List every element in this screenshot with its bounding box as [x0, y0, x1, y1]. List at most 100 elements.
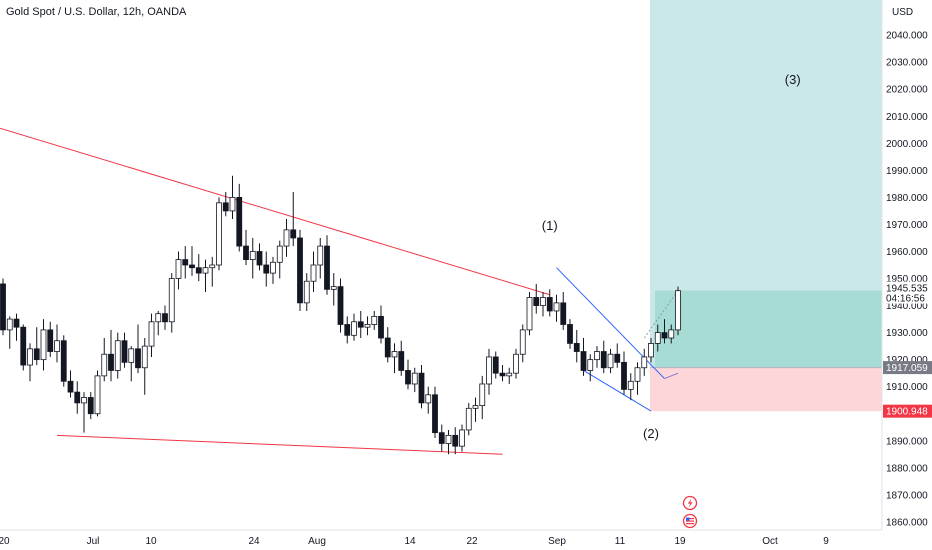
candle-body	[465, 407, 472, 431]
currency-label: USD	[892, 7, 913, 18]
candle-body	[202, 267, 209, 274]
candle-body	[67, 380, 74, 393]
candle-body	[60, 340, 67, 382]
lightning-event-icon[interactable]	[682, 495, 698, 511]
candle-body	[364, 324, 371, 328]
candle-body	[661, 332, 668, 339]
candle-body	[162, 313, 168, 323]
candlestick-series[interactable]	[0, 175, 681, 455]
candle-body	[506, 372, 513, 377]
candle-body	[513, 353, 519, 374]
price-tick-label: 2000.000	[886, 139, 928, 150]
price-tick-label: 1860.000	[886, 517, 928, 528]
wave-label: (2)	[643, 426, 659, 441]
candle-body	[263, 264, 270, 274]
candle-body	[486, 356, 492, 385]
time-axis[interactable]: 20 Jul 10 24 Aug 14 22 Sep 11 19 Oct 9	[0, 536, 829, 547]
candle-body	[87, 397, 94, 415]
candle-body	[560, 302, 567, 325]
candle-body	[351, 321, 357, 336]
stop-price-value: 1900.948	[886, 407, 928, 418]
price-tick-label: 1970.000	[886, 220, 928, 231]
candle-body	[303, 280, 310, 304]
candle-body	[337, 286, 344, 325]
candle-body	[74, 391, 81, 404]
candle-body	[290, 229, 297, 239]
price-tick-label: 1910.000	[886, 382, 928, 393]
candle-body	[499, 372, 506, 377]
candle-body	[148, 321, 155, 347]
currency-button[interactable]: USD	[885, 3, 919, 20]
candle-body	[310, 264, 317, 282]
price-tick-label: 1930.000	[886, 328, 928, 339]
candle-body	[222, 202, 229, 212]
candle-body	[54, 340, 60, 352]
price-tick-label: 2040.000	[886, 31, 928, 42]
candle-body	[634, 367, 641, 382]
stop-zone	[650, 367, 882, 412]
wave-annotations: (1) (2) (3)	[542, 72, 801, 441]
candle-body	[378, 315, 384, 339]
candle-body	[189, 264, 195, 269]
price-tick-label: 1880.000	[886, 463, 928, 474]
candle-body	[47, 329, 54, 352]
price-tick-label: 2030.000	[886, 58, 928, 69]
candle-body	[229, 196, 236, 212]
time-tick-label: Aug	[308, 536, 326, 547]
candle-body	[384, 337, 391, 358]
candle-body	[519, 329, 526, 355]
candle-body	[324, 245, 330, 290]
candle-body	[391, 351, 398, 358]
candle-body	[108, 353, 114, 371]
candle-body	[371, 315, 378, 325]
price-tick-label: 1920.000	[886, 355, 928, 366]
candle-body	[155, 313, 162, 323]
price-tick-label: 1990.000	[886, 166, 928, 177]
price-tick-label: 1870.000	[886, 490, 928, 501]
candle-body	[553, 302, 560, 312]
candle-body	[101, 353, 108, 377]
candle-body	[270, 261, 276, 274]
candle-body	[580, 351, 587, 371]
candle-body	[641, 356, 648, 369]
time-tick-label: 22	[466, 536, 478, 547]
candle-body	[675, 290, 681, 331]
position-zones	[650, 0, 882, 412]
time-tick-label: 11	[615, 536, 626, 547]
entry-price-tag	[883, 361, 932, 375]
price-tick-label: 1960.000	[886, 247, 928, 258]
stop-price-tag	[883, 404, 932, 418]
candle-body	[398, 351, 405, 371]
candle-body	[425, 394, 432, 404]
time-tick-label: 20	[0, 536, 10, 547]
candle-body	[405, 370, 411, 385]
last-price-tag	[883, 281, 932, 304]
price-tick-label: 1940.000	[886, 301, 928, 312]
candle-body	[283, 229, 290, 247]
time-tick-label: 9	[823, 536, 829, 547]
candle-body	[668, 329, 675, 339]
candle-body	[492, 356, 499, 374]
candle-body	[276, 245, 283, 263]
candle-body	[94, 375, 101, 415]
candle-body	[600, 351, 607, 369]
price-tick-label: 2010.000	[886, 112, 928, 123]
price-axis[interactable]: 1860.0001870.0001880.0001890.0001900.000…	[886, 31, 928, 529]
breakout-marker	[664, 372, 679, 380]
candle-body	[546, 297, 553, 312]
candle-body	[627, 380, 634, 390]
time-tick-label: Jul	[87, 536, 100, 547]
lower-support-trendline	[56, 434, 503, 455]
us-flag-event-icon[interactable]	[682, 513, 698, 529]
candle-body	[243, 245, 249, 260]
candle-countdown: 04:16:56	[886, 294, 925, 305]
candle-body	[317, 245, 324, 266]
candle-body	[141, 345, 148, 369]
candle-body	[438, 432, 445, 444]
candle-body	[195, 267, 202, 274]
candle-body	[621, 361, 627, 390]
time-tick-label: Oct	[762, 536, 778, 547]
drawing-lines	[0, 127, 679, 455]
